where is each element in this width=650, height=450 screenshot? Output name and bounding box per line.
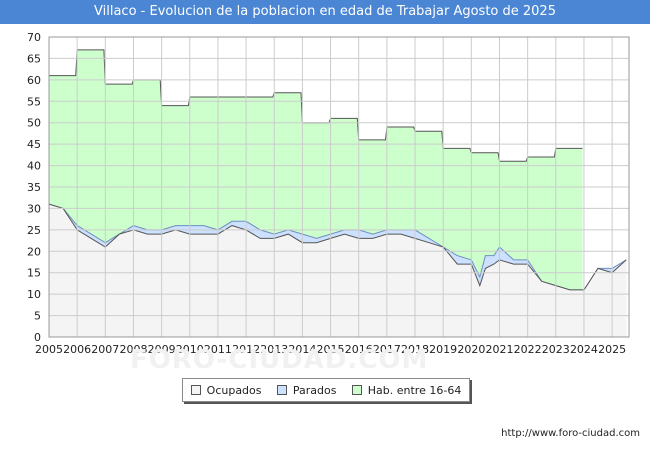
watermark: FORO-CIUDAD.COM bbox=[130, 345, 429, 375]
x-tick-label: 2024 bbox=[570, 343, 598, 356]
legend-label-ocupados: Ocupados bbox=[206, 383, 262, 397]
y-tick-label: 40 bbox=[27, 160, 41, 173]
legend-label-parados: Parados bbox=[292, 383, 337, 397]
x-tick-label: 2015 bbox=[317, 343, 345, 356]
x-tick-label: 2022 bbox=[514, 343, 542, 356]
series-ocupados-area bbox=[49, 204, 627, 337]
legend-swatch-parados bbox=[276, 385, 287, 395]
x-tick-label: 2006 bbox=[63, 343, 91, 356]
x-tick-label: 2025 bbox=[598, 343, 626, 356]
x-tick-label: 2019 bbox=[429, 343, 457, 356]
y-tick-label: 60 bbox=[27, 74, 41, 87]
x-tick-label: 2005 bbox=[35, 343, 63, 356]
legend-swatch-ocupados bbox=[190, 385, 201, 395]
x-tick-label: 2012 bbox=[232, 343, 260, 356]
y-tick-label: 10 bbox=[27, 288, 41, 301]
y-tick-label: 35 bbox=[27, 181, 41, 194]
y-tick-label: 65 bbox=[27, 52, 41, 65]
x-tick-label: 2010 bbox=[176, 343, 204, 356]
y-tick-label: 20 bbox=[27, 245, 41, 258]
y-tick-label: 70 bbox=[27, 31, 41, 44]
y-tick-label: 45 bbox=[27, 138, 41, 151]
x-tick-label: 2016 bbox=[345, 343, 373, 356]
legend-item-parados: Parados bbox=[276, 383, 337, 397]
legend-item-ocupados: Ocupados bbox=[190, 383, 262, 397]
x-tick-label: 2018 bbox=[401, 343, 429, 356]
series-ocupados-line bbox=[48, 203, 627, 291]
x-tick-label: 2013 bbox=[260, 343, 288, 356]
x-tick-label: 2023 bbox=[542, 343, 570, 356]
y-tick-label: 15 bbox=[27, 267, 41, 280]
y-tick-label: 25 bbox=[27, 224, 41, 237]
x-tick-label: 2017 bbox=[373, 343, 401, 356]
chart-title: Villaco - Evolucion de la poblacion en e… bbox=[0, 0, 650, 24]
x-tick-label: 2008 bbox=[119, 343, 147, 356]
legend-swatch-hab bbox=[351, 385, 362, 395]
source-link[interactable]: http://www.foro-ciudad.com bbox=[501, 428, 640, 439]
y-tick-label: 55 bbox=[27, 95, 41, 108]
y-tick-label: 30 bbox=[27, 202, 41, 215]
x-tick-label: 2014 bbox=[288, 343, 316, 356]
x-tick-label: 2020 bbox=[457, 343, 485, 356]
y-tick-label: 5 bbox=[34, 310, 41, 323]
x-tick-label: 2007 bbox=[91, 343, 119, 356]
x-tick-label: 2009 bbox=[148, 343, 176, 356]
y-tick-label: 50 bbox=[27, 117, 41, 130]
x-tick-label: 2011 bbox=[204, 343, 232, 356]
legend-label-hab: Hab. entre 16-64 bbox=[367, 383, 462, 397]
x-tick-label: 2021 bbox=[485, 343, 513, 356]
legend: Ocupados Parados Hab. entre 16-64 bbox=[182, 378, 470, 402]
y-tick-label: 0 bbox=[34, 331, 41, 344]
plot-border bbox=[48, 36, 630, 338]
legend-item-hab: Hab. entre 16-64 bbox=[351, 383, 462, 397]
